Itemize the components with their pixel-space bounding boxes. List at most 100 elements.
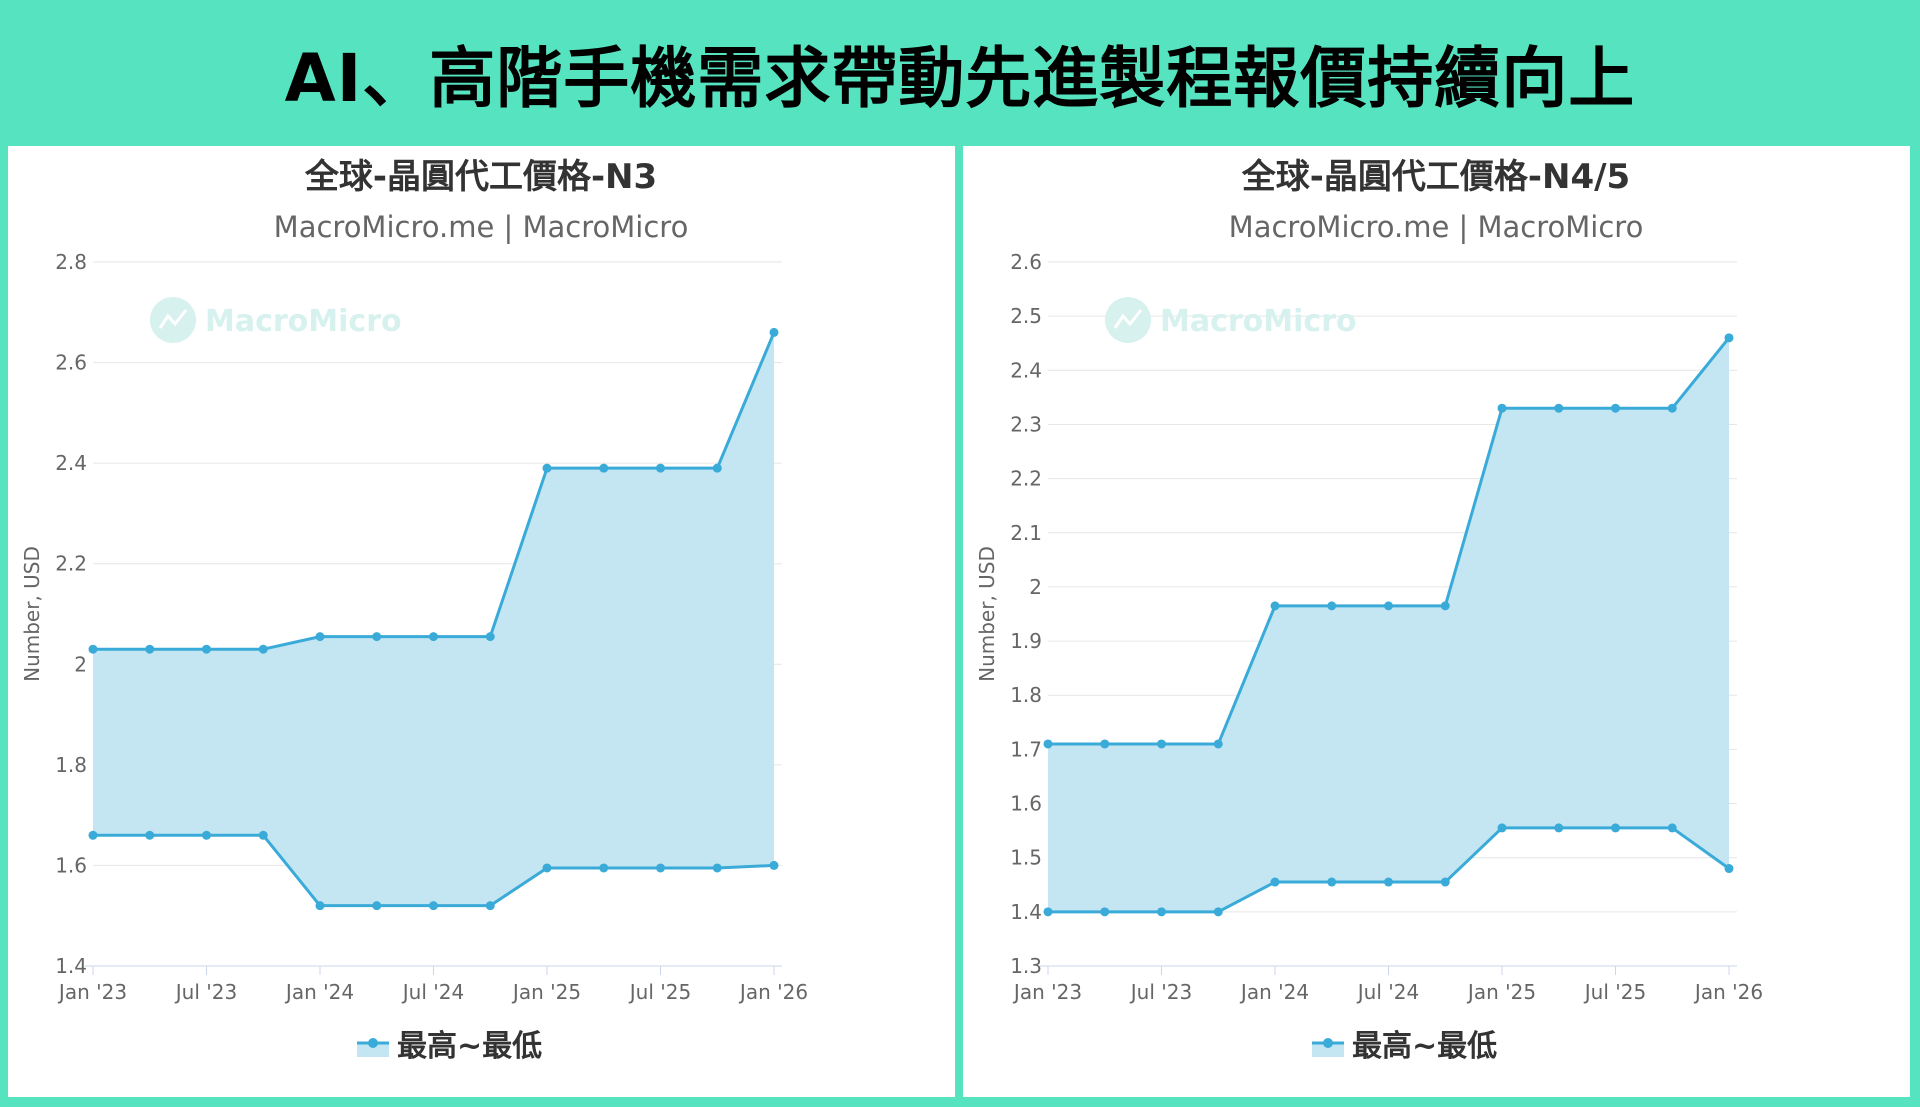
low-point (712, 863, 722, 873)
low-point (1270, 877, 1280, 887)
high-point (372, 632, 382, 642)
watermark: MacroMicro (1105, 297, 1357, 343)
high-point (1440, 601, 1450, 611)
x-tick-label: Jan '25 (511, 980, 581, 1004)
low-point (1384, 877, 1393, 887)
y-tick-label: 2 (1029, 575, 1042, 599)
low-point (315, 901, 325, 911)
x-axis: Jan '23 Jul '23 Jan '24 Jul '24 Jan '25 Jul '… (57, 965, 808, 1004)
x-tick-label: Jul '24 (1356, 980, 1419, 1004)
y-tick-label: 1.4 (1010, 900, 1042, 924)
high-point (1611, 403, 1620, 413)
chart-subtitle: MacroMicro.me | MacroMicro (1229, 210, 1644, 244)
x-tick-label: Jan '23 (57, 980, 127, 1004)
low-point (1497, 823, 1507, 833)
y-tick-label: 2.8 (55, 250, 87, 274)
low-point (542, 863, 552, 873)
y-tick-label: 2 (74, 652, 87, 676)
high-point (1724, 333, 1734, 343)
y-tick-label: 2.3 (1010, 412, 1042, 436)
low-point (88, 830, 98, 840)
high-point (1667, 403, 1677, 413)
x-tick-label: Jan '24 (1239, 980, 1309, 1004)
low-point (145, 830, 155, 840)
high-point (1327, 601, 1337, 611)
watermark: MacroMicro (150, 297, 402, 343)
y-tick-label: 2.6 (55, 351, 87, 375)
y-tick-label: 2.6 (1010, 250, 1042, 274)
high-point (1497, 403, 1507, 413)
low-point (1724, 864, 1734, 874)
high-point (1100, 739, 1110, 749)
x-tick-label: Jul '25 (1583, 980, 1646, 1004)
series-range-area (1048, 337, 1729, 912)
chart-title: 全球-晶圓代工價格-N4/5 (1241, 157, 1630, 197)
low-point (599, 863, 609, 873)
high-point (712, 463, 722, 473)
headline: AI、高階手機需求帶動先進製程報價持續向上 (284, 40, 1636, 117)
high-point (202, 644, 211, 654)
watermark-icon-glyph (1113, 309, 1143, 329)
high-point (485, 632, 495, 642)
chart-panel-n45: 全球-晶圓代工價格-N4/5 MacroMicro.me | MacroMicro… (963, 146, 1910, 1097)
legend-swatch (357, 1043, 389, 1057)
y-tick-label: 2.4 (55, 451, 87, 475)
legend-label: 最高~最低 (397, 1029, 542, 1064)
x-tick-label: Jul '23 (174, 980, 237, 1004)
legend-marker (1323, 1038, 1333, 1048)
y-tick-label: 1.3 (1010, 954, 1042, 978)
low-point (202, 830, 211, 840)
x-tick-label: Jan '24 (284, 980, 354, 1004)
x-tick-label: Jul '23 (1129, 980, 1192, 1004)
x-tick-label: Jan '25 (1466, 980, 1536, 1004)
x-axis: Jan '23 Jul '23 Jan '24 Jul '24 Jan '25 Jul '… (1012, 965, 1763, 1004)
high-point (1043, 739, 1053, 749)
high-point (88, 644, 98, 654)
low-point (1667, 823, 1677, 833)
series-range-area (93, 332, 774, 906)
series-range (88, 327, 779, 911)
x-tick-label: Jan '23 (1012, 980, 1082, 1004)
x-tick-label: Jan '26 (1693, 980, 1763, 1004)
series-range (1043, 333, 1734, 917)
low-point (1157, 907, 1166, 917)
low-point (1043, 907, 1053, 917)
y-tick-label: 2.5 (1010, 304, 1042, 328)
y-tick-label: 2.2 (1010, 467, 1042, 491)
y-axis-title: Number, USD (20, 546, 44, 682)
high-point (1554, 403, 1564, 413)
low-point (372, 901, 382, 911)
y-tick-labels: 1.4 1.6 1.8 2 2.2 2.4 2.6 2.8 (55, 250, 87, 978)
high-point (769, 327, 779, 337)
legend[interactable]: 最高~最低 (357, 1029, 542, 1064)
y-tick-label: 2.4 (1010, 358, 1042, 382)
y-tick-label: 1.7 (1010, 737, 1042, 761)
low-point (485, 901, 495, 911)
y-tick-label: 2.2 (55, 552, 87, 576)
low-point (656, 863, 665, 873)
low-point (1213, 907, 1223, 917)
chart-panel-n3: 全球-晶圓代工價格-N3 MacroMicro.me | MacroMicro 1.… (8, 146, 955, 1097)
chart-n45: 全球-晶圓代工價格-N4/5 MacroMicro.me | MacroMicro… (975, 157, 1763, 1064)
high-point (656, 463, 665, 473)
watermark-text: MacroMicro (1160, 304, 1357, 339)
chart-title: 全球-晶圓代工價格-N3 (304, 157, 657, 197)
low-point (1327, 877, 1337, 887)
low-point (1611, 823, 1620, 833)
legend[interactable]: 最高~最低 (1312, 1029, 1497, 1064)
legend-marker (368, 1038, 378, 1048)
y-axis-title: Number, USD (975, 546, 999, 682)
high-point (1213, 739, 1223, 749)
y-tick-label: 1.9 (1010, 629, 1042, 653)
low-point (1100, 907, 1110, 917)
headline-banner: AI、高階手機需求帶動先進製程報價持續向上 (0, 0, 1920, 146)
y-tick-label: 1.8 (55, 753, 87, 777)
low-point (429, 901, 438, 911)
chart-subtitle: MacroMicro.me | MacroMicro (274, 210, 689, 244)
y-tick-label: 1.6 (1010, 792, 1042, 816)
high-point (599, 463, 609, 473)
high-point (315, 632, 325, 642)
high-point (542, 463, 552, 473)
low-point (1440, 877, 1450, 887)
x-tick-label: Jan '26 (738, 980, 808, 1004)
